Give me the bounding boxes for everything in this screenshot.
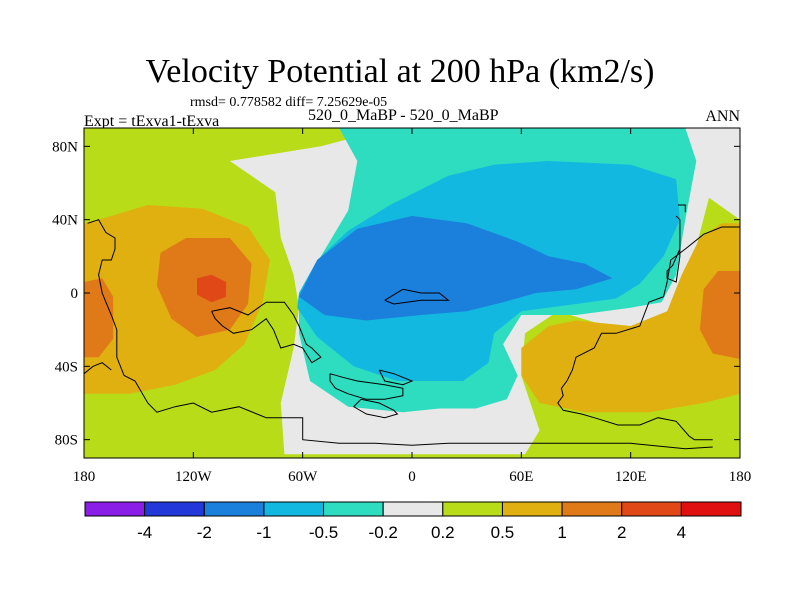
- colorbar-label: 0.2: [431, 523, 455, 542]
- contour-region-7: [84, 278, 114, 358]
- colorbar-swatch: [263, 501, 325, 517]
- colorbar-swatch: [561, 501, 623, 517]
- colorbar-swatch: [382, 501, 444, 517]
- chart-title: Velocity Potential at 200 hPa (km2/s): [145, 53, 655, 90]
- y-tick-label: 80S: [55, 433, 78, 449]
- x-tick-label: 60E: [509, 469, 533, 485]
- colorbar-swatch: [203, 501, 265, 517]
- coastline-1: [84, 362, 112, 375]
- colorbar-swatch: [621, 501, 682, 517]
- coastlines: [84, 204, 740, 450]
- season-label: ANN: [705, 108, 740, 125]
- plot-area: [84, 128, 740, 458]
- coastline-10: [678, 204, 686, 213]
- colorbar-swatch: [442, 501, 503, 517]
- contour-region-4: [299, 216, 613, 321]
- coastline-9: [666, 215, 681, 283]
- coastline-5: [352, 398, 399, 419]
- experiment-label: Expt = tExva1-tExva: [84, 113, 220, 130]
- coastline-3: [211, 301, 322, 364]
- colorbar-label: 2: [617, 523, 626, 542]
- contour-region-9: [521, 223, 740, 413]
- case-comparison-label: 520_0_MaBP - 520_0_MaBP: [308, 107, 499, 124]
- x-tick-label: 180: [73, 469, 96, 485]
- y-tick-label: 0: [71, 286, 79, 302]
- colorbar-label: 4: [677, 523, 686, 542]
- colorbar-label: -0.2: [369, 523, 398, 542]
- coastline-2: [87, 219, 713, 450]
- colorbar-label: -0.5: [309, 523, 338, 542]
- rmsd-diff-label: rmsd= 0.778582 diff= 7.25629e-05: [190, 95, 388, 110]
- colorbar-swatch: [501, 501, 563, 517]
- coastline-7: [384, 288, 450, 305]
- colorbar-label: -4: [137, 523, 152, 542]
- contour-region-10: [699, 271, 740, 359]
- x-tick-label: 120E: [615, 469, 647, 485]
- colorbar-label: 0.5: [491, 523, 515, 542]
- colorbar-swatch: [680, 501, 742, 517]
- axes: 180 120W 60W 0 60E 120E 180 80N 40N 0 40S 80S: [52, 128, 751, 485]
- x-tick-label: 120W: [175, 469, 213, 485]
- y-tick-label: 40S: [55, 359, 78, 375]
- x-tick-label: 60W: [288, 469, 318, 485]
- colorbar: -4 -2 -1 -0.5 -0.2 0.2 0.5 1 2 4: [84, 501, 742, 542]
- x-tick-label: 0: [408, 469, 416, 485]
- contour-region-8: [197, 274, 227, 303]
- colorbar-swatch: [144, 501, 205, 517]
- colorbar-label: 1: [557, 523, 566, 542]
- colorbar-label: -1: [256, 523, 271, 542]
- colorbar-swatch: [323, 501, 384, 517]
- y-tick-label: 80N: [52, 139, 78, 155]
- x-tick-label: 180: [729, 469, 752, 485]
- colorbar-swatch: [84, 501, 146, 517]
- coastline-6: [378, 369, 414, 386]
- y-tick-label: 40N: [52, 213, 78, 229]
- coastline-8: [557, 226, 740, 441]
- coastline-4: [329, 373, 404, 400]
- colorbar-label: -2: [197, 523, 212, 542]
